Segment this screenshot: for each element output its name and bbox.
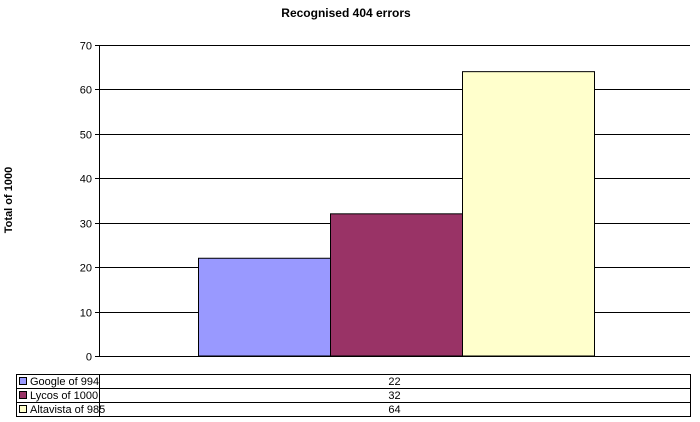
table-value: 22	[388, 376, 400, 388]
legend-label: Altavista of 985	[30, 404, 105, 416]
y-axis-label: Total of 1000	[3, 167, 15, 233]
legend-label: Google of 994	[30, 376, 99, 388]
y-tick-label: 70	[80, 41, 92, 53]
bar-1	[198, 257, 331, 357]
y-tick-label: 50	[80, 130, 92, 142]
legend-swatch	[19, 405, 27, 413]
y-tick-label: 20	[80, 263, 92, 275]
bar-2	[330, 213, 463, 357]
table-value: 32	[388, 390, 400, 402]
legend-swatch	[19, 377, 27, 385]
data-table: Google of 994 22 Lycos of 1000 32 Altavista …	[16, 374, 691, 417]
chart-title: Recognised 404 errors	[281, 6, 411, 20]
bars	[198, 71, 595, 357]
y-tick-label: 30	[80, 219, 92, 231]
legend-swatch	[19, 391, 27, 399]
y-tick-label: 40	[80, 174, 92, 186]
table-value: 64	[388, 404, 400, 416]
bar-3	[462, 71, 595, 357]
y-tick-label: 60	[80, 85, 92, 97]
y-tick-label: 10	[80, 308, 92, 320]
y-tick-labels: 0 10 20 30 40 50 60 70	[80, 41, 92, 364]
table-border	[16, 374, 691, 417]
y-tick-label: 0	[86, 352, 92, 364]
legend-label: Lycos of 1000	[30, 390, 98, 402]
